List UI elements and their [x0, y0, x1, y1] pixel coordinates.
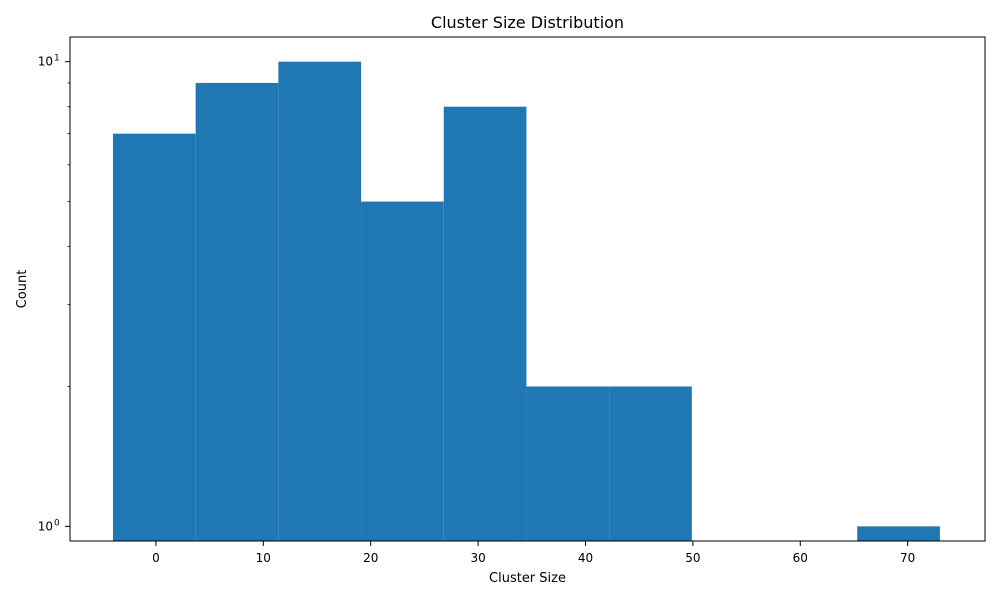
y-tick-label: 10 0	[38, 518, 60, 533]
x-tick-label: 30	[470, 551, 485, 565]
histogram-bar	[609, 386, 692, 541]
y-tick-label-base: 10	[38, 55, 53, 69]
y-tick-label: 10 1	[38, 54, 60, 69]
x-tick-label: 50	[685, 551, 700, 565]
histogram-bar	[443, 106, 527, 541]
bars-group	[112, 61, 940, 542]
x-tick-label: 70	[900, 551, 915, 565]
axes-frame	[69, 36, 986, 542]
histogram-bar	[857, 526, 940, 541]
histogram-bar	[361, 201, 444, 542]
y-tick-label-exponent: 0	[54, 518, 60, 528]
x-tick-label: 10	[256, 551, 271, 565]
histogram-bar	[112, 133, 196, 541]
histogram-bar	[526, 386, 610, 541]
x-tick-label: 20	[363, 551, 378, 565]
x-axis-label: Cluster Size	[489, 571, 566, 586]
y-tick-label-exponent: 1	[54, 54, 60, 64]
chart-title: Cluster Size Distribution	[431, 13, 624, 32]
histogram-bar	[278, 61, 362, 542]
y-axis-label: Count	[15, 270, 30, 309]
x-tick-label: 40	[578, 551, 593, 565]
y-tick-label-base: 10	[38, 519, 53, 533]
x-tick-label: 60	[793, 551, 808, 565]
x-tick-label: 0	[152, 551, 160, 565]
histogram-bar	[195, 82, 279, 541]
x-axis-ticks: 0 10 20 30 40 50 60 70	[152, 541, 915, 565]
